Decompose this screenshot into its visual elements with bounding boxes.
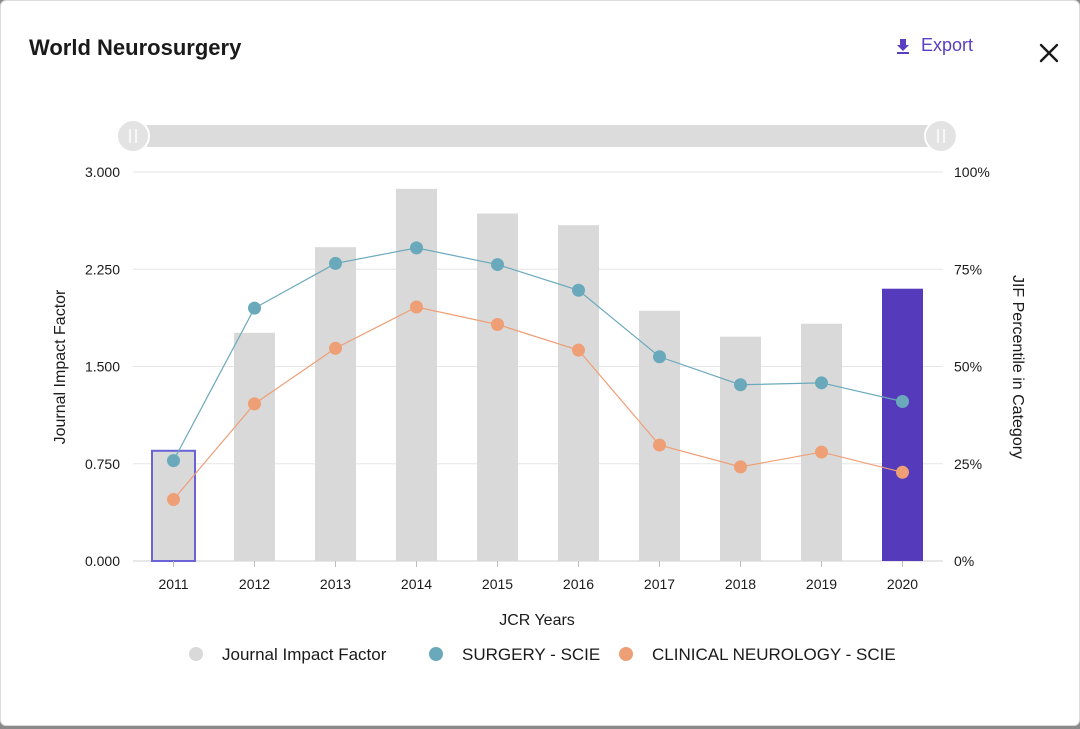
point-clinical-neurology-scie-2017[interactable] [653, 438, 666, 452]
x-tick-label-2019: 2019 [806, 576, 837, 592]
point-surgery-scie-2014[interactable] [410, 241, 423, 255]
line-series [167, 241, 909, 507]
point-surgery-scie-2017[interactable] [653, 350, 666, 364]
point-surgery-scie-2011[interactable] [167, 454, 180, 468]
x-tick-label-2020: 2020 [887, 576, 918, 592]
legend-marker [189, 647, 203, 661]
bar-2016[interactable] [558, 225, 599, 561]
point-surgery-scie-2015[interactable] [491, 258, 504, 272]
point-surgery-scie-2013[interactable] [329, 256, 342, 270]
legend-label: Journal Impact Factor [222, 645, 387, 664]
bar-2012[interactable] [234, 332, 275, 561]
bar-2015[interactable] [477, 213, 518, 561]
x-tick-label-2011: 2011 [158, 576, 188, 592]
legend: Journal Impact Factor SURGERY - SCIE CLINI… [189, 645, 896, 664]
close-icon[interactable] [1037, 41, 1061, 65]
left-axis-ticks: 0.000 0.750 1.500 2.250 3.000 [85, 164, 120, 569]
point-clinical-neurology-scie-2013[interactable] [329, 341, 342, 355]
y2-tick-label: 100% [954, 164, 990, 180]
range-slider[interactable] [116, 119, 958, 153]
legend-label: SURGERY - SCIE [462, 645, 600, 664]
y2-axis-title: JIF Percentile in Category [1009, 275, 1026, 459]
slider-handle-left[interactable] [116, 119, 150, 153]
legend-label: CLINICAL NEUROLOGY - SCIE [652, 645, 896, 664]
legend-item[interactable]: CLINICAL NEUROLOGY - SCIE [619, 645, 896, 664]
point-clinical-neurology-scie-2015[interactable] [491, 317, 504, 331]
x-tick-label-2018: 2018 [725, 576, 756, 592]
bar-2020[interactable] [882, 288, 923, 561]
point-surgery-scie-2016[interactable] [572, 283, 585, 297]
y2-tick-label: 50% [954, 359, 982, 375]
x-axis-ticks: 2011 2012 2013 2014 2015 2016 2017 2018 2019 2020 [158, 561, 918, 592]
slider-track[interactable] [133, 125, 943, 147]
legend-marker [619, 647, 633, 661]
legend-item[interactable]: SURGERY - SCIE [429, 645, 600, 664]
y-axis-title: Journal Impact Factor [52, 289, 69, 444]
point-clinical-neurology-scie-2018[interactable] [734, 460, 747, 474]
dialog-title: World Neurosurgery [29, 35, 242, 60]
point-clinical-neurology-scie-2011[interactable] [167, 493, 180, 507]
y-tick-label: 2.250 [85, 261, 120, 277]
y2-tick-label: 0% [954, 553, 974, 569]
point-surgery-scie-2012[interactable] [248, 301, 261, 315]
export-button[interactable]: Export [895, 35, 973, 56]
point-clinical-neurology-scie-2019[interactable] [815, 445, 828, 459]
point-surgery-scie-2020[interactable] [896, 395, 909, 409]
bar-series [151, 188, 923, 562]
y-tick-label: 0.750 [85, 456, 120, 472]
point-clinical-neurology-scie-2012[interactable] [248, 397, 261, 411]
line-clinical-neurology-scie [173, 306, 903, 500]
x-tick-label-2012: 2012 [239, 576, 270, 592]
y2-tick-label: 25% [954, 456, 982, 472]
bar-2017[interactable] [639, 310, 680, 561]
bar-2013[interactable] [315, 247, 356, 561]
bar-2018[interactable] [720, 336, 761, 561]
bar-2019[interactable] [801, 323, 842, 561]
x-tick-label-2013: 2013 [320, 576, 351, 592]
slider-handle-right[interactable] [924, 119, 958, 153]
y2-tick-label: 75% [954, 261, 982, 277]
point-clinical-neurology-scie-2016[interactable] [572, 343, 585, 357]
x-tick-label-2014: 2014 [401, 576, 432, 592]
point-clinical-neurology-scie-2014[interactable] [410, 300, 423, 314]
line-surgery-scie [172, 247, 903, 461]
x-tick-label-2015: 2015 [482, 576, 513, 592]
y-tick-label: 0.000 [85, 553, 120, 569]
y-tick-label: 1.500 [85, 359, 120, 375]
legend-item[interactable]: Journal Impact Factor [189, 645, 387, 664]
point-surgery-scie-2019[interactable] [815, 376, 828, 390]
point-surgery-scie-2018[interactable] [734, 378, 747, 392]
x-tick-label-2017: 2017 [644, 576, 675, 592]
x-tick-label-2016: 2016 [563, 576, 594, 592]
right-axis-ticks: 0% 25% 50% 75% 100% [954, 164, 990, 569]
download-icon [897, 38, 909, 54]
export-label: Export [921, 35, 974, 55]
x-axis-title: JCR Years [499, 612, 575, 629]
legend-marker [429, 647, 443, 661]
point-clinical-neurology-scie-2020[interactable] [896, 465, 909, 479]
y-tick-label: 3.000 [85, 164, 120, 180]
